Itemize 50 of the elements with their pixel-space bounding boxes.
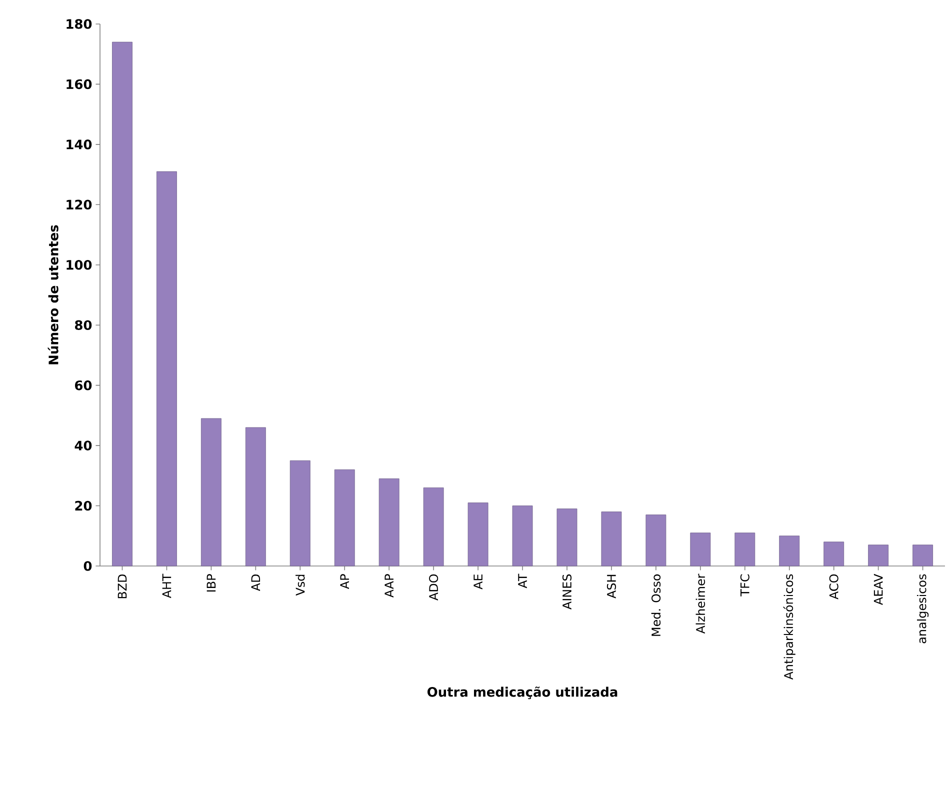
y-tick-label: 40: [74, 440, 92, 450]
bar: [245, 427, 266, 566]
x-tick-label: ASH: [606, 574, 616, 598]
x-tick-label: AHT: [162, 574, 172, 598]
bar: [779, 536, 800, 566]
x-tick-label: TFC: [740, 574, 750, 596]
x-tick-label: AT: [518, 574, 527, 588]
x-tick-label: AE: [474, 574, 482, 590]
y-tick-label: 0: [84, 561, 92, 571]
x-tick-label: Antiparkinsónicos: [783, 574, 796, 680]
bar: [468, 502, 488, 566]
bar: [512, 506, 533, 566]
x-tick-label: IBP: [206, 574, 216, 592]
y-axis-title: Número de utentes: [48, 225, 58, 364]
bar: [646, 514, 666, 566]
x-tick-label: Vsd: [296, 574, 305, 596]
bar: [378, 478, 400, 566]
bar: [734, 532, 756, 566]
bar: [112, 42, 132, 566]
bar: [290, 460, 310, 566]
x-tick-label: Alzheimer: [696, 574, 706, 634]
bar: [824, 542, 844, 566]
bar: [200, 418, 222, 566]
bar: [156, 171, 177, 566]
y-tick-label: 140: [66, 140, 92, 150]
x-tick-label: AEAV: [874, 574, 883, 605]
x-tick-label: BZD: [118, 574, 127, 598]
bar: [334, 469, 355, 566]
y-tick-label: 60: [75, 380, 92, 390]
y-tick-label: 100: [66, 260, 92, 270]
y-tick-label: 160: [66, 79, 92, 90]
y-tick-label: 20: [75, 500, 92, 511]
y-tick-label: 80: [75, 320, 92, 330]
bar: [601, 512, 622, 566]
y-tick-label: 180: [66, 19, 92, 29]
x-axis-title: Outra medicação utilizada: [427, 686, 618, 700]
bar: [690, 532, 711, 566]
y-tick-label: 120: [66, 200, 92, 210]
x-tick-label: AD: [251, 574, 260, 592]
x-tick-label: ACO: [829, 574, 838, 600]
bar: [912, 544, 933, 566]
x-tick-label: AAP: [384, 574, 394, 598]
x-tick-label: ADO: [429, 574, 438, 600]
x-tick-label: analgesicos: [916, 574, 929, 644]
x-tick-label: AINES: [562, 574, 572, 610]
bar: [556, 508, 578, 566]
x-tick-label: Med. Osso: [651, 574, 661, 636]
x-tick-label: AP: [340, 574, 349, 590]
bar: [868, 544, 888, 566]
bar: [423, 487, 444, 566]
